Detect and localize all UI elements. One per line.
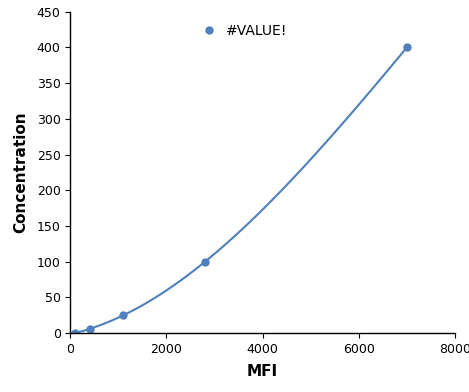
#VALUE! bbox=[72, 331, 78, 336]
#VALUE! bbox=[404, 45, 410, 50]
Line: #VALUE!: #VALUE! bbox=[72, 44, 410, 337]
Legend: #VALUE!: #VALUE! bbox=[193, 19, 293, 44]
X-axis label: MFI: MFI bbox=[247, 364, 278, 379]
#VALUE! bbox=[202, 260, 208, 264]
Y-axis label: Concentration: Concentration bbox=[14, 112, 29, 233]
#VALUE! bbox=[121, 313, 126, 318]
#VALUE! bbox=[87, 327, 92, 331]
